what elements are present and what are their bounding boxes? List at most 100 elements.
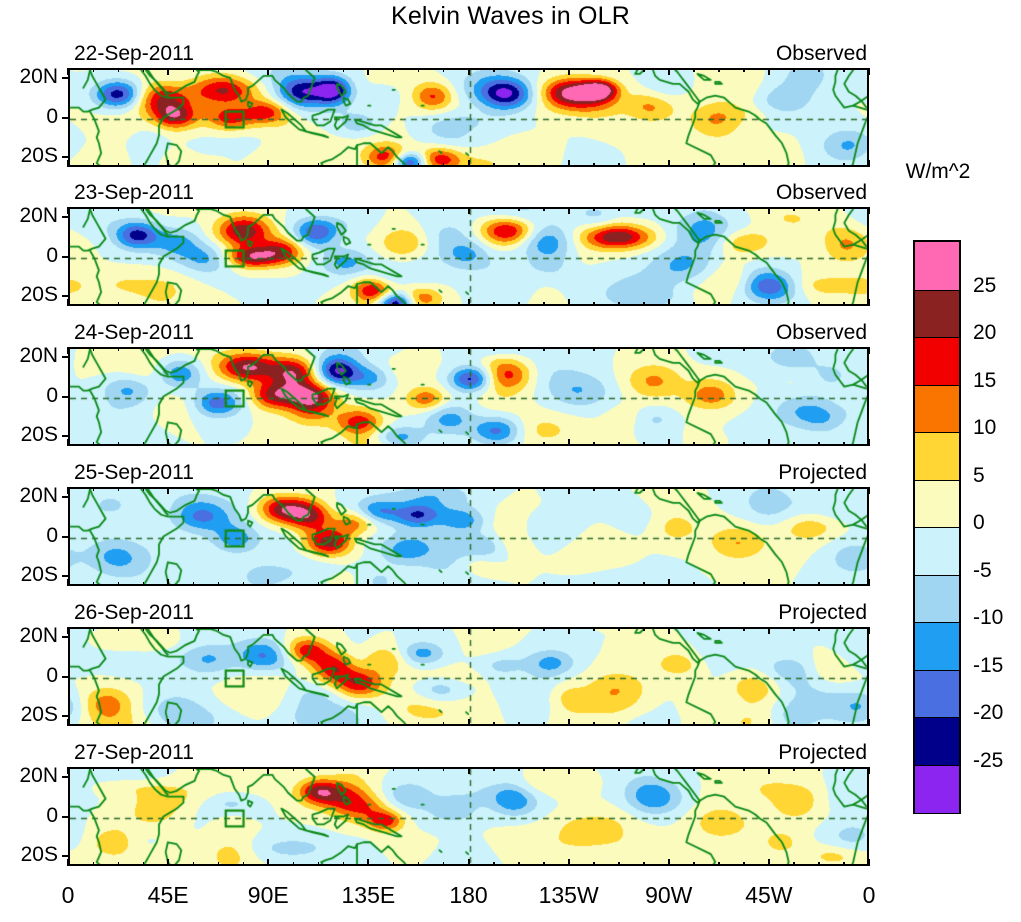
x-axis-minor-tick <box>192 627 195 631</box>
x-axis-minor-tick <box>743 207 745 211</box>
x-axis-minor-tick <box>417 487 420 491</box>
x-axis-minor-tick <box>718 302 720 306</box>
x-axis-minor-tick <box>317 68 320 72</box>
x-axis-minor-tick <box>117 627 120 631</box>
x-axis-minor-tick <box>493 68 495 72</box>
x-axis-minor-tick <box>242 163 245 167</box>
x-axis-minor-tick <box>793 582 795 586</box>
x-axis-minor-tick <box>618 302 620 306</box>
x-axis-minor-tick <box>543 68 545 72</box>
x-axis-minor-tick <box>518 302 520 306</box>
x-axis-major-tick <box>667 160 670 167</box>
x-axis-minor-tick <box>417 862 420 866</box>
x-axis-minor-tick <box>192 68 195 72</box>
x-axis-minor-tick <box>518 347 520 351</box>
colorbar-band <box>915 622 959 671</box>
colorbar-band <box>915 717 959 766</box>
x-axis-minor-tick <box>192 347 195 351</box>
x-axis-major-tick <box>67 719 69 726</box>
x-axis-minor-tick <box>743 163 745 167</box>
x-axis-major-tick <box>167 439 170 446</box>
x-axis-minor-tick <box>217 487 220 491</box>
x-axis-minor-tick <box>718 722 720 726</box>
panel-frame <box>68 627 869 726</box>
x-axis-minor-tick <box>843 163 845 167</box>
x-axis-minor-tick <box>442 347 445 351</box>
x-axis-minor-tick <box>643 302 645 306</box>
x-axis-minor-tick <box>342 862 345 866</box>
x-axis-major-tick <box>67 579 69 586</box>
x-axis-minor-tick <box>818 442 820 446</box>
x-axis-major-tick <box>767 627 770 634</box>
x-axis-minor-tick <box>718 487 720 491</box>
x-axis-major-tick <box>367 439 370 446</box>
x-axis-major-tick <box>67 859 69 866</box>
x-axis-minor-tick <box>317 347 320 351</box>
x-axis-major-tick <box>467 719 470 726</box>
x-axis-minor-tick <box>643 347 645 351</box>
x-axis-minor-tick <box>417 302 420 306</box>
x-tick-label: 90W <box>645 882 693 908</box>
x-axis-minor-tick <box>442 767 445 771</box>
x-axis-minor-tick <box>217 207 220 211</box>
x-axis-minor-tick <box>117 68 120 72</box>
x-axis-minor-tick <box>392 442 395 446</box>
x-axis-minor-tick <box>142 582 145 586</box>
x-axis-minor-tick <box>543 442 545 446</box>
colorbar-tick-label: -10 <box>973 606 1004 629</box>
x-axis-minor-tick <box>793 487 795 491</box>
x-axis-minor-tick <box>242 627 245 631</box>
x-axis-minor-tick <box>417 442 420 446</box>
x-axis-minor-tick <box>493 347 495 351</box>
x-axis-minor-tick <box>117 767 120 771</box>
x-axis-major-tick <box>567 579 570 586</box>
colorbar-band <box>915 574 959 623</box>
x-axis-major-tick <box>267 487 270 494</box>
x-axis-minor-tick <box>317 627 320 631</box>
x-axis-minor-tick <box>117 487 120 491</box>
x-axis-minor-tick <box>543 207 545 211</box>
x-axis-minor-tick <box>342 627 345 631</box>
panel-frame <box>68 68 869 167</box>
colorbar-band <box>915 479 959 528</box>
x-axis-minor-tick <box>743 627 745 631</box>
x-axis-major-tick <box>367 207 370 214</box>
x-axis-major-tick <box>667 68 670 75</box>
x-axis-minor-tick <box>117 163 120 167</box>
x-axis-minor-tick <box>618 347 620 351</box>
x-axis-major-tick <box>567 487 570 494</box>
x-axis-minor-tick <box>217 582 220 586</box>
x-axis-minor-tick <box>392 722 395 726</box>
x-axis-minor-tick <box>693 68 695 72</box>
y-tick-label: 20N <box>19 623 58 647</box>
x-axis-major-tick <box>67 299 69 306</box>
x-axis-minor-tick <box>442 582 445 586</box>
y-tick-label: 20S <box>20 843 58 867</box>
panel-frame <box>68 487 869 586</box>
x-axis-minor-tick <box>793 862 795 866</box>
x-axis-major-tick <box>567 347 570 354</box>
x-axis-minor-tick <box>242 862 245 866</box>
x-axis-major-tick <box>667 299 670 306</box>
y-tick-label: 20N <box>19 763 58 787</box>
x-axis-major-tick <box>868 207 870 214</box>
y-axis-tick <box>62 116 70 119</box>
x-axis-minor-tick <box>793 767 795 771</box>
x-axis-minor-tick <box>643 722 645 726</box>
x-axis-major-tick <box>767 487 770 494</box>
x-axis-minor-tick <box>518 582 520 586</box>
x-axis-minor-tick <box>142 68 145 72</box>
x-axis-minor-tick <box>543 582 545 586</box>
x-axis-minor-tick <box>392 582 395 586</box>
x-axis-major-tick <box>367 719 370 726</box>
x-axis-minor-tick <box>793 347 795 351</box>
x-axis-major-tick <box>567 719 570 726</box>
x-axis-minor-tick <box>843 627 845 631</box>
x-axis-minor-tick <box>142 862 145 866</box>
x-axis-minor-tick <box>242 487 245 491</box>
x-axis-minor-tick <box>292 722 295 726</box>
x-axis-minor-tick <box>693 627 695 631</box>
x-axis-minor-tick <box>518 163 520 167</box>
x-axis-minor-tick <box>518 627 520 631</box>
colorbar-band <box>915 764 959 813</box>
